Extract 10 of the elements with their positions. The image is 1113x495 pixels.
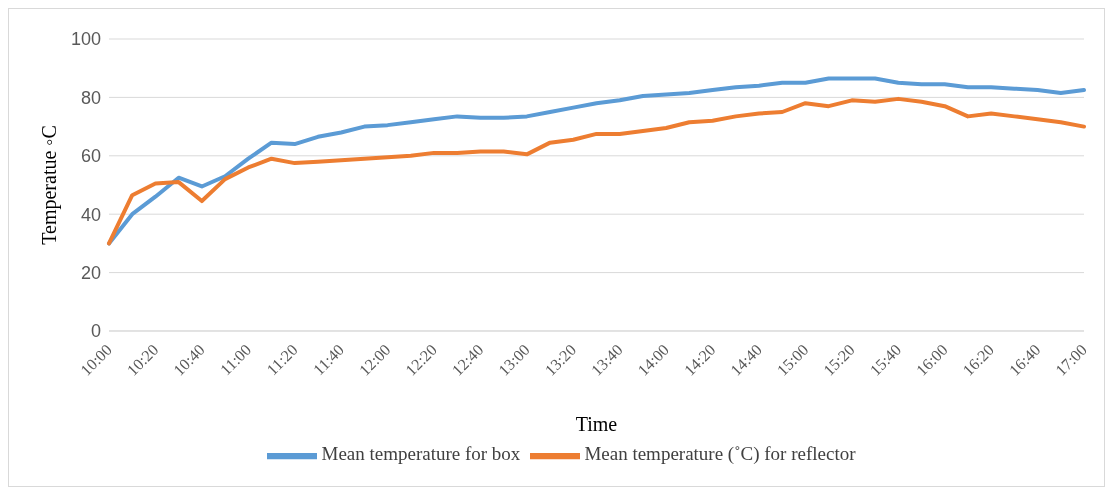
x-axis-title: Time bbox=[575, 413, 618, 435]
y-axis-title: Temperatue ◦C bbox=[38, 125, 62, 245]
legend-label: Mean temperature (˚C) for reflector bbox=[584, 443, 856, 465]
y-tick-label: 100 bbox=[70, 29, 101, 50]
y-tick-label: 0 bbox=[90, 321, 101, 342]
y-tick-label: 80 bbox=[80, 87, 101, 108]
y-tick-label: 60 bbox=[80, 146, 101, 167]
legend-label: Mean temperature for box bbox=[321, 443, 521, 465]
y-tick-label: 40 bbox=[80, 204, 101, 225]
y-tick-label: 20 bbox=[80, 262, 101, 283]
